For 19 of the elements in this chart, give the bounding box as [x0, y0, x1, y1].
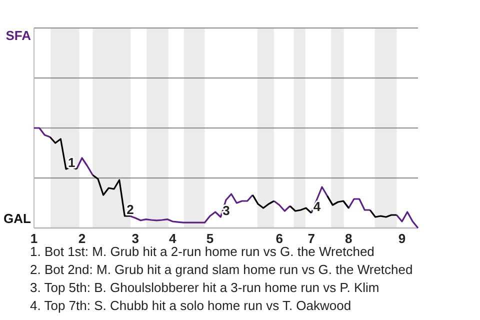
text: SFA	[6, 28, 32, 43]
x-tick-label: 6	[276, 231, 283, 246]
x-tick-label: 7	[308, 231, 315, 246]
annotation: 2	[126, 202, 134, 217]
x-tick-label: 3	[132, 231, 139, 246]
text: 3. Top 5th: B. Ghoulslobberer hit a 3-run home run vs P. Klim	[30, 280, 380, 295]
x-tick-label: 1	[30, 231, 38, 246]
x-tick-label: 4	[169, 231, 178, 246]
text: GAL	[4, 211, 32, 226]
x-tick-label: 8	[345, 231, 352, 246]
annotation: 1	[68, 155, 76, 170]
text: 1. Bot 1st: M. Grub hit a 2-run home run vs G. the Wretched	[30, 244, 374, 259]
text: 4. Top 7th: S. Chubb hit a solo home run vs T. Oakwood	[30, 298, 352, 313]
text: 2. Bot 2nd: M. Grub hit a grand slam home run vs G. the Wretched	[30, 262, 413, 277]
x-tick-label: 5	[206, 231, 214, 246]
x-tick-label: 2	[78, 231, 86, 246]
annotation: 3	[222, 203, 230, 218]
x-tick-label: 9	[398, 231, 406, 246]
annotation: 4	[313, 199, 322, 214]
